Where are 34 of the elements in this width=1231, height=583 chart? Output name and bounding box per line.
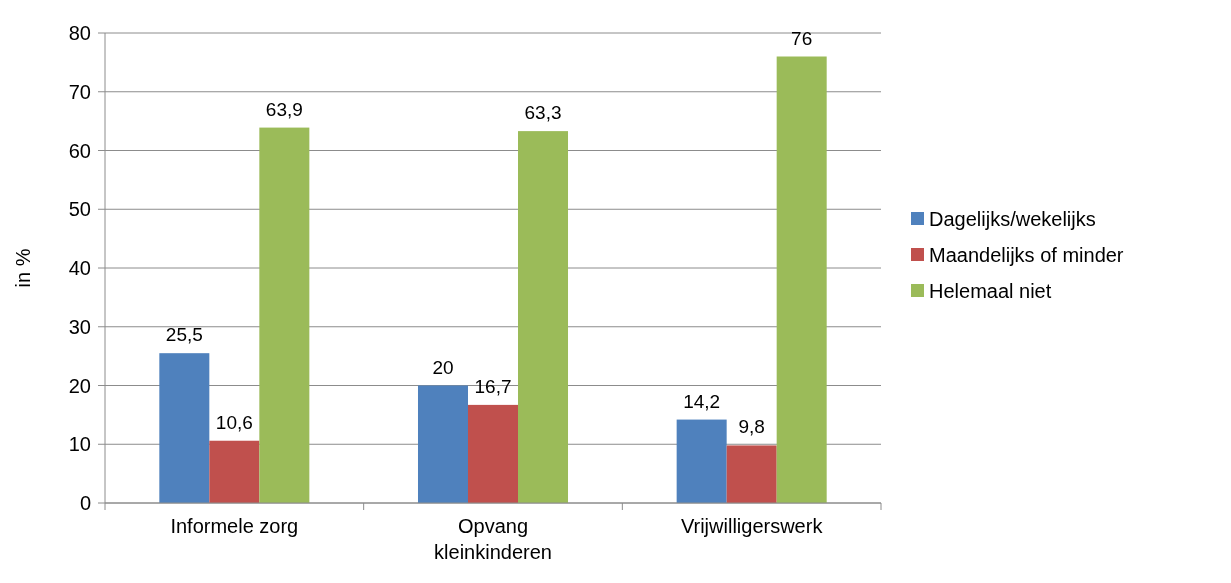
x-tick-label: Opvang kleinkinderen xyxy=(434,515,552,563)
legend-label: Helemaal niet xyxy=(929,280,1052,302)
bar xyxy=(518,131,569,503)
data-label: 25,5 xyxy=(165,324,203,346)
y-axis-title: in % xyxy=(12,248,34,288)
data-label: 76 xyxy=(791,27,813,49)
bar xyxy=(259,127,310,503)
y-tick-label: 30 xyxy=(68,315,91,338)
data-label: 14,2 xyxy=(683,390,721,412)
y-tick-label: 40 xyxy=(68,257,91,279)
legend-label: Maandelijks of minder xyxy=(929,244,1124,266)
x-tick-label: Informele zorg xyxy=(170,515,299,537)
data-label: 16,7 xyxy=(474,375,512,397)
y-tick-label: 80 xyxy=(68,22,91,44)
y-tick-label: 20 xyxy=(68,374,91,397)
bar xyxy=(776,56,827,503)
y-tick-label: 10 xyxy=(68,433,91,456)
data-label: 10,6 xyxy=(215,411,253,433)
y-tick-label: 60 xyxy=(68,139,91,162)
bar xyxy=(209,440,260,503)
y-tick-label: 0 xyxy=(79,492,91,514)
bar xyxy=(159,353,210,503)
x-tick-label: Vrijwilligerswerk xyxy=(680,515,824,537)
bar xyxy=(417,385,468,503)
data-label: 63,3 xyxy=(524,102,562,124)
legend-label: Dagelijks/wekelijks xyxy=(929,208,1096,230)
y-tick-label: 70 xyxy=(68,80,91,103)
bar xyxy=(676,419,727,503)
data-label: 63,9 xyxy=(265,98,303,120)
data-label: 9,8 xyxy=(738,416,765,438)
bar xyxy=(468,404,518,503)
data-label: 20 xyxy=(432,356,454,378)
y-tick-label: 50 xyxy=(68,198,91,221)
bar xyxy=(726,445,777,503)
